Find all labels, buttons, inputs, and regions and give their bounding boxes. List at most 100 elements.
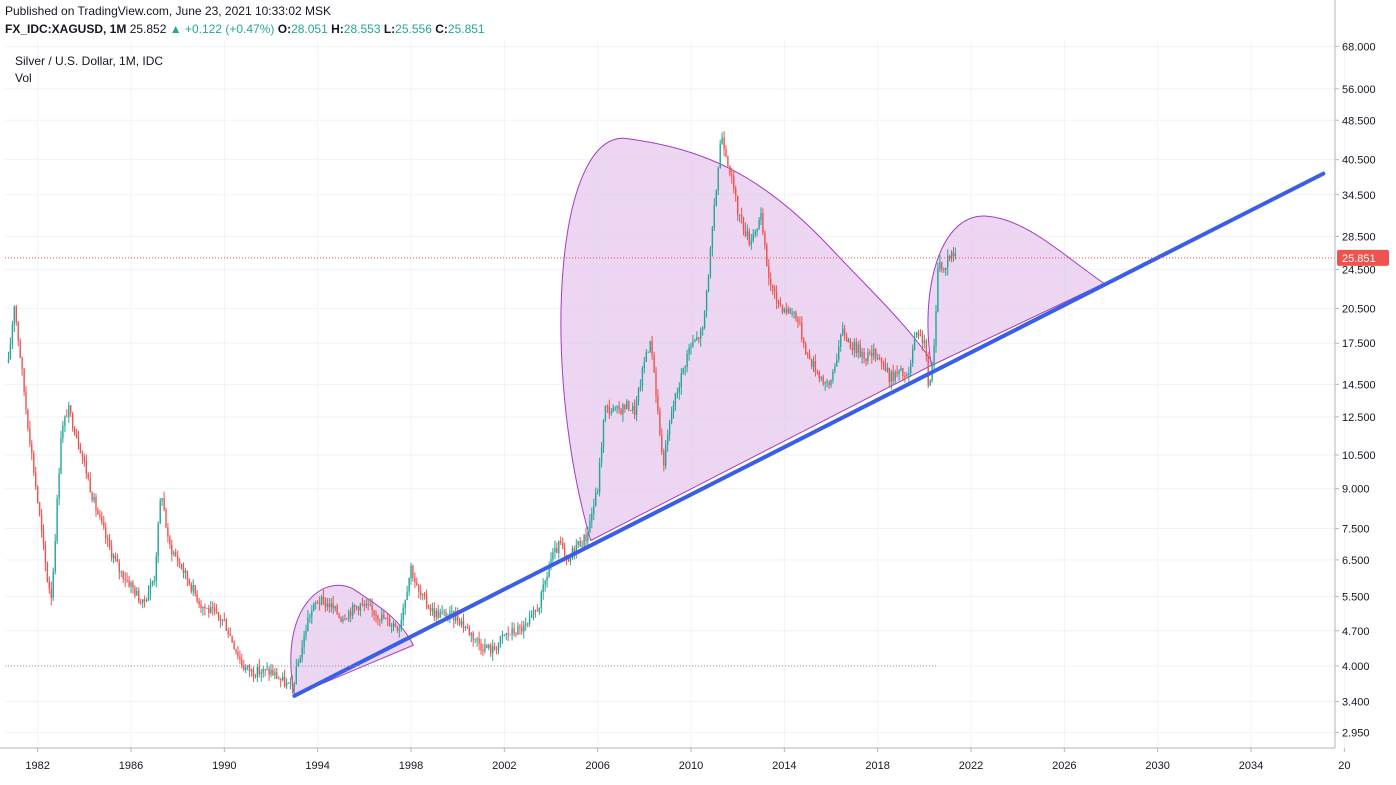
- candle-body: [863, 352, 865, 359]
- candle-body: [904, 376, 906, 377]
- y-tick-label: 10.500: [1342, 450, 1376, 462]
- candle-body: [801, 323, 803, 340]
- candle-body: [723, 137, 725, 150]
- candle-body: [276, 672, 278, 679]
- candle-body: [330, 603, 332, 608]
- candle-body: [830, 379, 832, 385]
- candle-body: [171, 544, 173, 555]
- candle-body: [431, 608, 434, 611]
- candle-body: [906, 375, 908, 377]
- candle-body: [548, 567, 550, 577]
- candle-body: [332, 603, 334, 609]
- candle-body: [950, 252, 953, 259]
- trendline[interactable]: [292, 171, 1326, 698]
- y-tick-label: 68.000: [1342, 41, 1376, 53]
- candle-body: [696, 337, 698, 341]
- candle-body: [278, 678, 280, 680]
- candle-body: [620, 409, 622, 415]
- y-tick-label: 4.000: [1342, 661, 1370, 673]
- candle-body: [805, 343, 807, 355]
- candle-body: [622, 404, 624, 415]
- candle-body: [484, 645, 486, 652]
- last-price: 25.852: [129, 22, 167, 36]
- candle-body: [194, 585, 196, 594]
- candle-body: [923, 340, 925, 344]
- candle-body: [913, 337, 916, 349]
- candle-body: [663, 451, 665, 466]
- candle-body: [283, 676, 286, 687]
- candle-body: [600, 447, 603, 463]
- candle-body: [52, 571, 54, 598]
- candle-body: [791, 312, 793, 314]
- candle-body: [398, 629, 400, 631]
- candle-body: [272, 670, 274, 675]
- candle-body: [143, 599, 146, 601]
- candle-body: [912, 349, 914, 364]
- candle-body: [482, 650, 484, 652]
- candle-body: [383, 614, 385, 619]
- candle-body: [495, 649, 498, 650]
- open-value: 28.051: [291, 22, 328, 36]
- candle-body: [560, 541, 562, 543]
- candle-body: [499, 636, 502, 644]
- candle-body: [466, 627, 469, 628]
- candle-body: [293, 683, 295, 687]
- cup-pattern-1: [290, 584, 414, 697]
- candle-body: [241, 659, 243, 666]
- candle-body: [814, 361, 817, 372]
- candle-body: [842, 328, 844, 335]
- x-tick-label: 2014: [772, 760, 796, 772]
- candle-body: [614, 407, 616, 409]
- y-tick-label: 4.700: [1342, 626, 1370, 638]
- candle-body: [480, 643, 482, 650]
- candle-body: [941, 261, 943, 270]
- candle-body: [443, 611, 445, 613]
- candle-body: [731, 174, 733, 177]
- candle-body: [462, 621, 465, 628]
- candle-body: [797, 318, 799, 323]
- y-tick-label: 34.500: [1342, 190, 1376, 202]
- candle-body: [536, 610, 539, 612]
- candle-body: [371, 605, 373, 610]
- candle-body: [64, 416, 66, 426]
- candle-body: [552, 552, 554, 560]
- candle-body: [247, 665, 249, 667]
- candle-body: [915, 332, 918, 338]
- candle-body: [264, 669, 266, 670]
- candle-body: [11, 324, 14, 345]
- candle-body: [789, 308, 791, 314]
- candle-body: [184, 570, 187, 573]
- candle-body: [77, 437, 80, 446]
- candle-body: [252, 669, 255, 677]
- candle-body: [810, 359, 813, 367]
- candle-body: [845, 336, 848, 342]
- candle-body: [855, 342, 857, 353]
- candle-body: [33, 453, 35, 473]
- candle-body: [639, 386, 642, 389]
- candle-body: [939, 261, 941, 269]
- candle-body: [488, 645, 490, 648]
- candle-body: [108, 539, 111, 548]
- candle-body: [340, 617, 342, 622]
- candle-body: [665, 444, 667, 466]
- y-tick-label: 40.500: [1342, 155, 1376, 167]
- candle-body: [581, 546, 583, 547]
- candle-body: [633, 406, 636, 416]
- candle-body: [888, 367, 890, 382]
- candle-body: [140, 602, 142, 603]
- candle-body: [227, 631, 229, 635]
- candle-body: [87, 473, 89, 479]
- candle-body: [808, 354, 811, 359]
- candle-body: [7, 358, 10, 363]
- x-tick-label: 2002: [492, 760, 516, 772]
- candle-body: [799, 322, 801, 324]
- candle-body: [97, 510, 99, 515]
- x-tick-label: 2006: [585, 760, 609, 772]
- candle-body: [23, 369, 25, 392]
- candle-body: [503, 634, 505, 636]
- candle-body: [377, 615, 379, 620]
- candle-body: [626, 401, 628, 409]
- candle-body: [142, 599, 144, 603]
- candle-body: [151, 582, 154, 585]
